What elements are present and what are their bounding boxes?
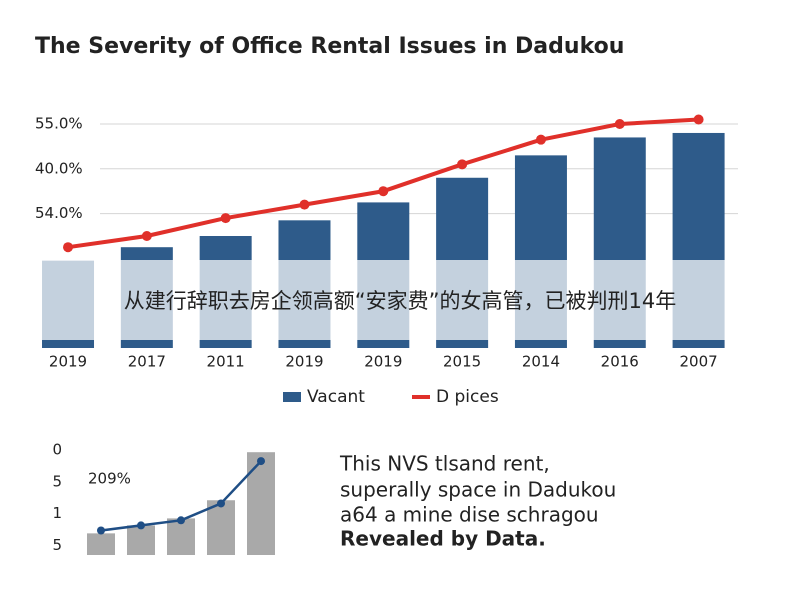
x-tick-label: 2019 bbox=[364, 353, 402, 371]
text-line: a64 a mine dise schragou bbox=[340, 503, 599, 527]
caption: 从建行辞职去房企领高额“安家费”的女高管，已被判刑14年 bbox=[124, 289, 676, 313]
y-tick-label: 54.0% bbox=[35, 204, 83, 222]
legend-label: Vacant bbox=[307, 387, 365, 407]
legend-label: D pices bbox=[436, 387, 499, 407]
line-point bbox=[220, 213, 231, 224]
line-point bbox=[299, 199, 310, 210]
line-point bbox=[63, 242, 74, 253]
y-tick-label: 55.0% bbox=[35, 115, 83, 133]
bar bbox=[207, 500, 235, 555]
x-tick-label: 2016 bbox=[601, 353, 639, 371]
x-tick-label: 2011 bbox=[207, 353, 245, 371]
x-tick-label: 2017 bbox=[128, 353, 166, 371]
x-tick-label: 2019 bbox=[49, 353, 87, 371]
line-point bbox=[141, 231, 152, 241]
x-tick-label: 2014 bbox=[522, 353, 560, 371]
line-point bbox=[177, 516, 185, 525]
line-point bbox=[535, 134, 546, 145]
line-point bbox=[217, 499, 225, 508]
line-point bbox=[257, 457, 265, 466]
bar bbox=[87, 533, 115, 555]
line-point bbox=[614, 119, 625, 129]
line-point bbox=[97, 526, 105, 535]
x-tick-label: 2019 bbox=[285, 353, 323, 371]
text-line: Revealed by Data. bbox=[340, 527, 546, 551]
bar bbox=[127, 525, 155, 555]
y-tick-label: 1 bbox=[52, 504, 62, 522]
legend-swatch bbox=[283, 392, 301, 402]
bar bbox=[167, 518, 195, 555]
x-tick-label: 2015 bbox=[443, 353, 481, 371]
caption-band bbox=[0, 260, 800, 340]
y-tick-label: 5 bbox=[52, 472, 62, 490]
chart-title: The Severity of Office Rental Issues in … bbox=[35, 34, 624, 59]
text-line: This NVS tlsand rent, bbox=[339, 452, 550, 476]
x-tick-label: 2007 bbox=[679, 353, 717, 371]
line-point bbox=[457, 159, 468, 170]
y-tick-label: 0 bbox=[52, 440, 62, 458]
y-tick-label: 40.0% bbox=[35, 159, 83, 177]
text-line: superally space in Dadukou bbox=[340, 478, 616, 502]
bar bbox=[247, 452, 275, 555]
line-point bbox=[693, 114, 704, 125]
line-point bbox=[137, 521, 145, 530]
line-point bbox=[378, 186, 389, 197]
y-tick-label: 5 bbox=[52, 536, 62, 554]
annotation: 209% bbox=[88, 470, 131, 488]
